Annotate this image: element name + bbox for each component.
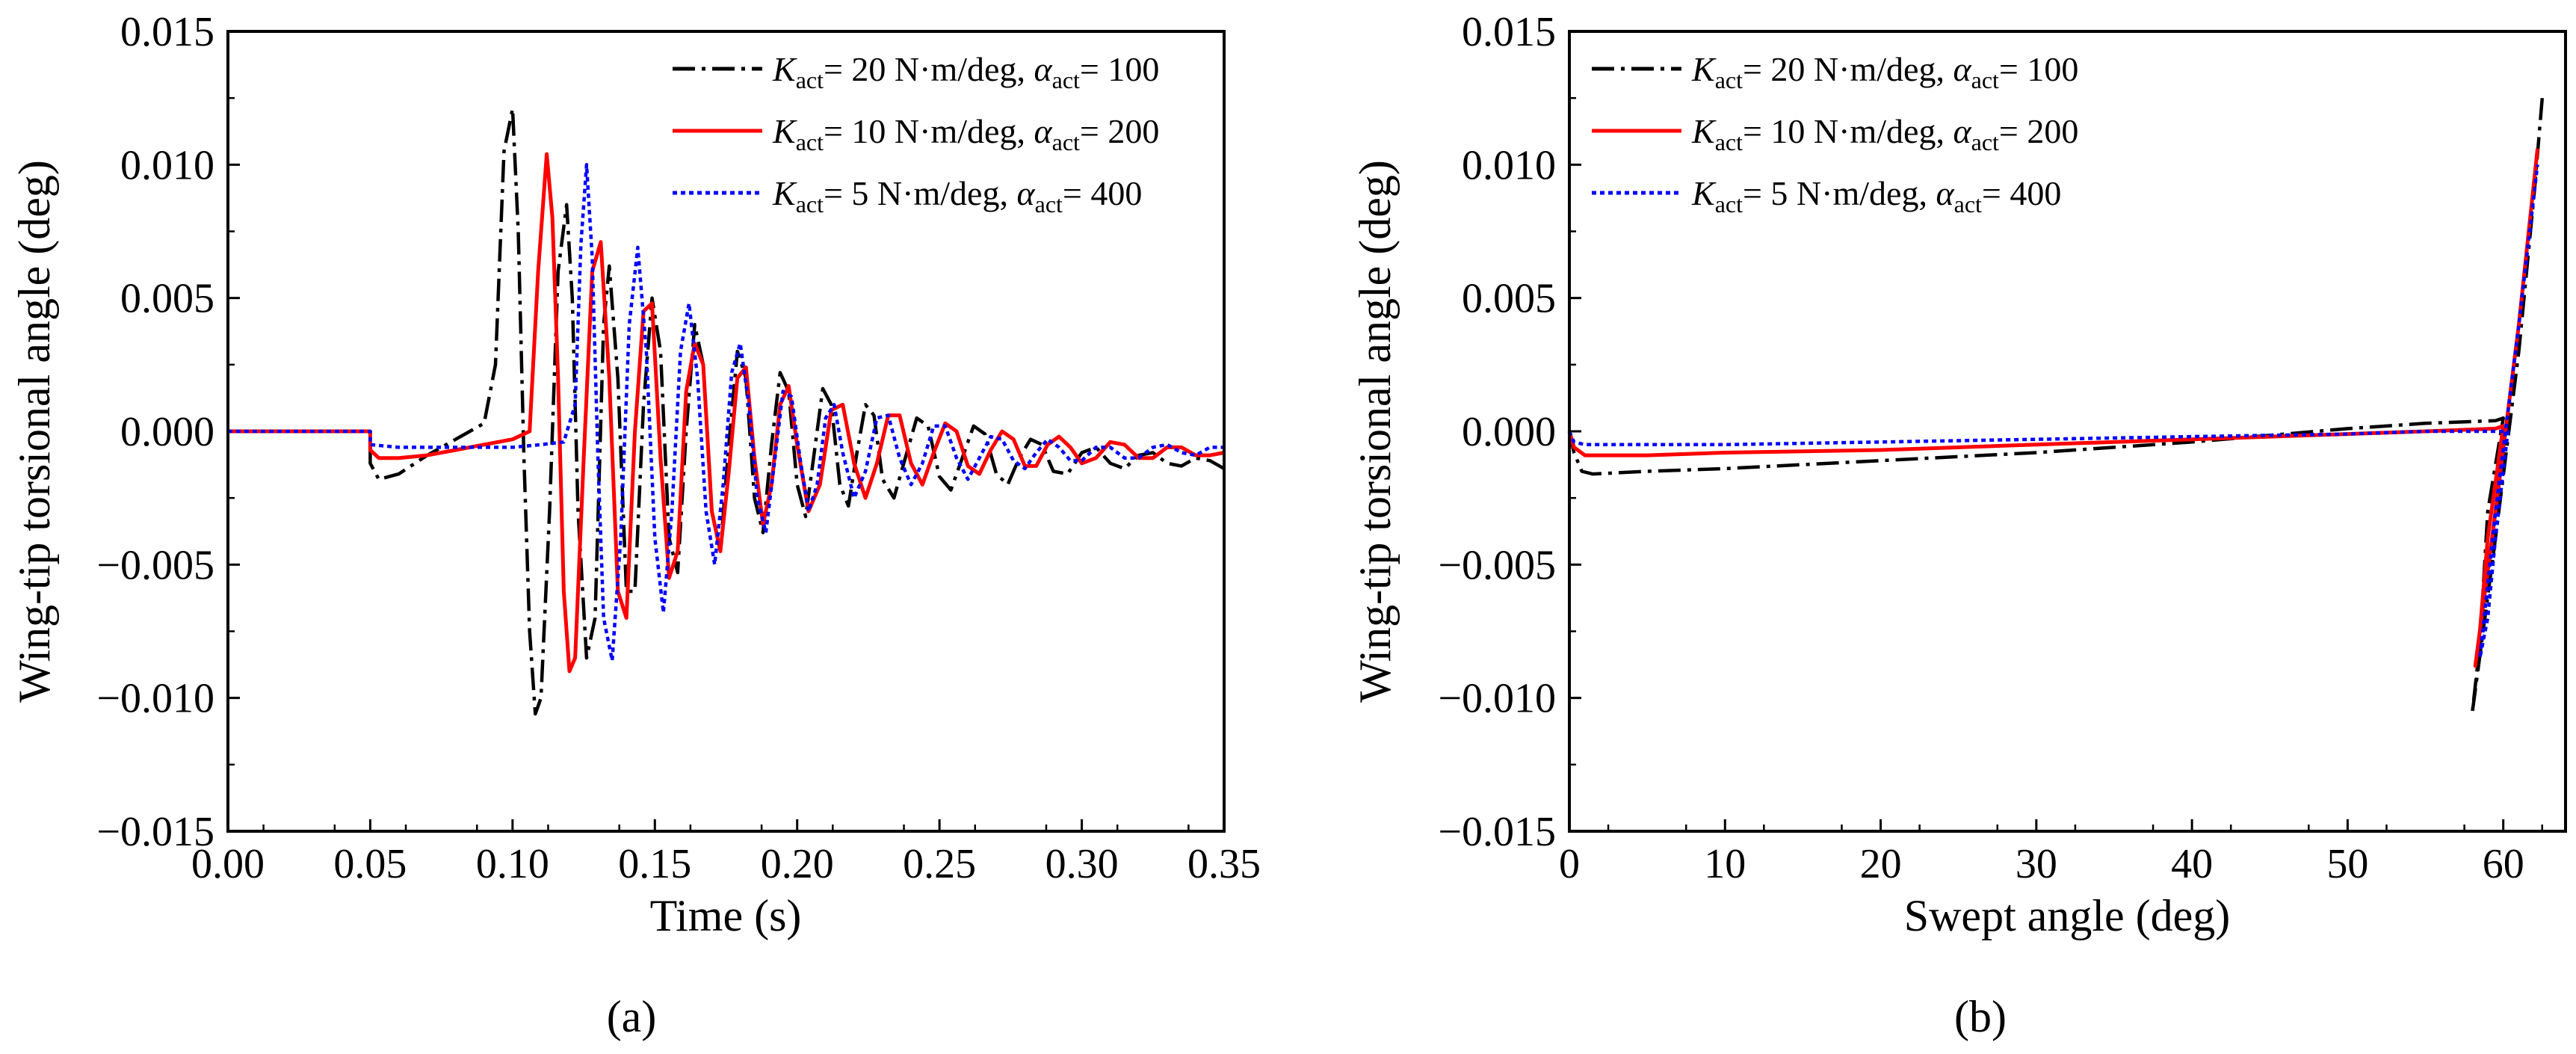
panel-b-plot-frame [1568,30,2567,833]
panel-a-x-axis-label: Time (s) [650,891,802,940]
y-tick-label: 0.005 [120,276,214,322]
y-tick-label: 0.010 [120,142,214,188]
x-tick-label: 0.30 [1045,841,1119,887]
x-tick-label: 0.00 [191,841,265,887]
legend-entry-1: Kact= 20 N·m/deg, αact= 100 [772,50,1159,93]
legend-entry-2: Kact= 10 N·m/deg, αact= 200 [772,112,1159,155]
panel-a-legend: Kact= 20 N·m/deg, αact= 100 Kact= 10 N·m/… [673,50,1159,218]
panel-b-y-axis-label: Wing-tip torsional angle (deg) [1350,160,1400,703]
x-tick-label: 60 [2483,841,2524,887]
y-tick-label: −0.010 [1438,676,1556,722]
panel-a-y-axis-label: Wing-tip torsional angle (deg) [10,160,59,703]
legend-entry-3: Kact= 5 N·m/deg, αact= 400 [772,174,1142,218]
panel-a-tick-labels: 0.00 0.05 0.10 0.15 0.20 0.25 0.30 0.35 −0.015 −0… [96,9,1261,887]
y-tick-label: −0.005 [96,542,214,588]
y-tick-label: −0.005 [1438,542,1556,588]
x-tick-label: 40 [2171,841,2213,887]
series-line-1 [1567,98,2545,716]
y-tick-label: −0.015 [1438,809,1556,855]
series-line-3 [1567,164,2539,660]
x-tick-label: 0.35 [1187,841,1261,887]
panel-b-series [1567,98,2545,716]
x-tick-label: 0.20 [761,841,834,887]
panel-b-label: (b) [1954,992,2007,1041]
y-tick-label: 0.000 [120,409,214,455]
y-tick-label: 0.005 [1462,276,1556,322]
panel-b-tick-labels: 0 10 20 30 40 50 60 −0.015 −0.010 −0.005 0.000 0.00… [1438,9,2524,887]
x-tick-label: 0.10 [476,841,549,887]
x-tick-label: 0.05 [333,841,407,887]
y-tick-label: −0.010 [96,676,214,722]
x-tick-label: 0 [1559,841,1580,887]
legend-entry-1: Kact= 20 N·m/deg, αact= 100 [1691,50,2078,93]
panel-b-legend: Kact= 20 N·m/deg, αact= 100 Kact= 10 N·m/… [1592,50,2078,218]
y-tick-label: 0.015 [120,9,214,55]
y-tick-label: 0.015 [1462,9,1556,55]
panel-b-ticks [1568,30,2544,833]
series-line-2 [1567,148,2539,668]
x-tick-label: 50 [2326,841,2368,887]
x-tick-label: 10 [1704,841,1746,887]
legend-entry-2: Kact= 10 N·m/deg, αact= 200 [1691,112,2078,155]
panel-a: 0.00 0.05 0.10 0.15 0.20 0.25 0.30 0.35 −0.015 −0… [10,9,1261,1041]
series-line-2 [228,152,1225,674]
y-tick-label: −0.015 [96,809,214,855]
y-tick-label: 0.000 [1462,409,1556,455]
x-tick-label: 20 [1860,841,1902,887]
series-line-3 [228,163,1224,662]
panel-a-plot-frame [226,30,1226,833]
y-tick-label: 0.010 [1462,142,1556,188]
panel-a-series [228,107,1226,716]
legend-entry-3: Kact= 5 N·m/deg, αact= 400 [1691,174,2061,218]
panel-a-label: (a) [607,992,657,1041]
x-tick-label: 30 [2016,841,2057,887]
x-tick-label: 0.15 [618,841,691,887]
panel-b-x-axis-label: Swept angle (deg) [1904,891,2231,940]
panel-b: 0 10 20 30 40 50 60 −0.015 −0.010 −0.005 0.000 0.00… [1350,9,2567,1041]
series-line-1 [228,107,1226,716]
x-tick-label: 0.25 [903,841,976,887]
